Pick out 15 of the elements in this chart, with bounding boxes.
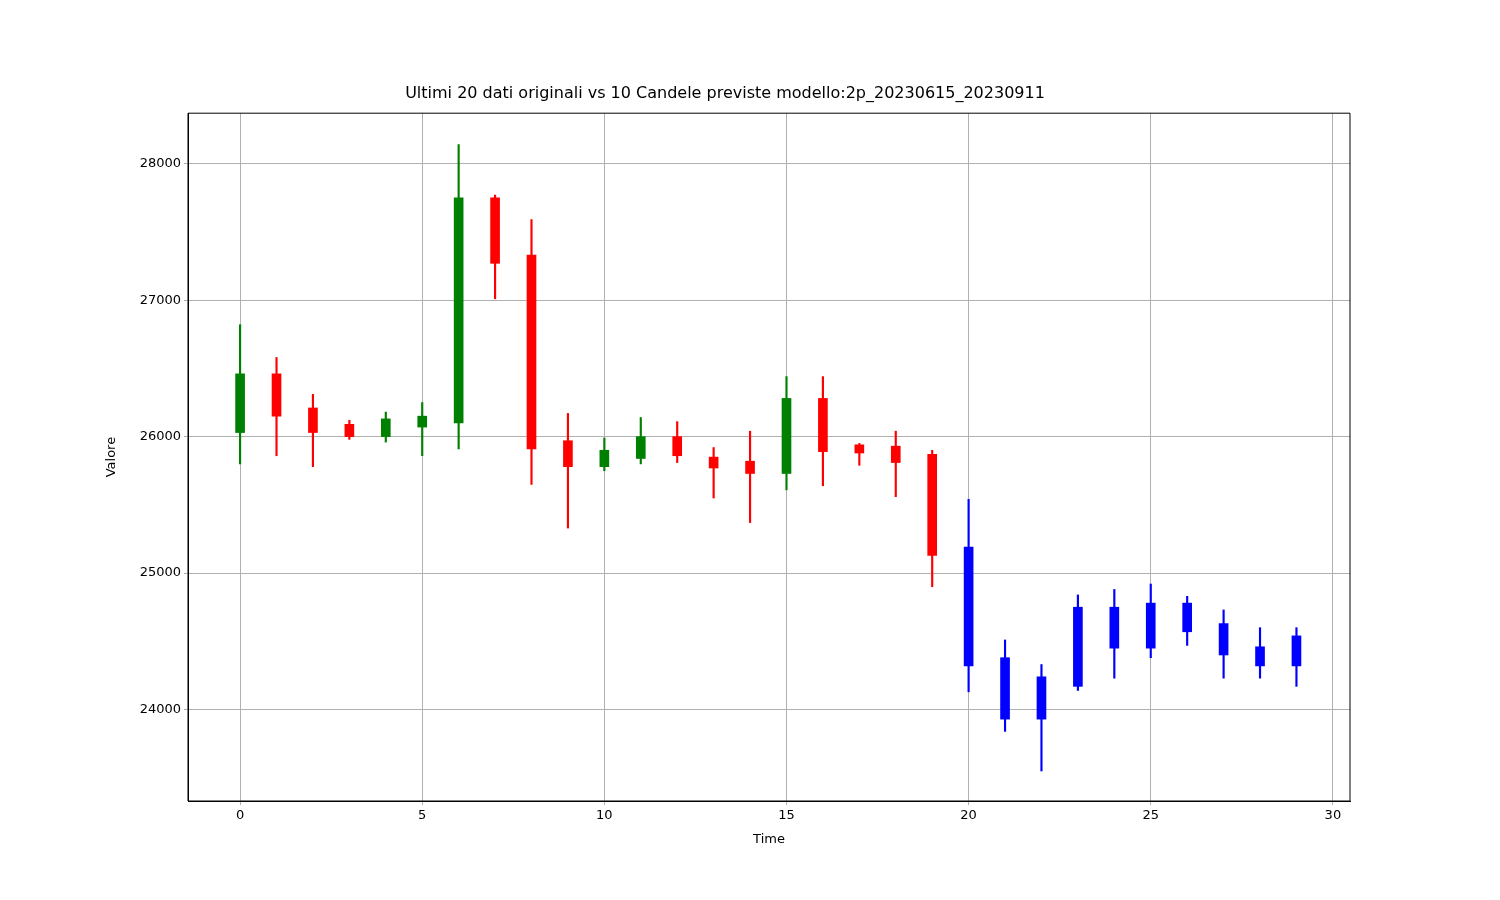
x-tick-label: 0 <box>235 807 245 823</box>
x-tick-label: 5 <box>418 807 427 823</box>
y-tick-label: 24000 <box>139 700 181 716</box>
x-axis-title: Time <box>752 830 785 846</box>
x-tick-label: 25 <box>1142 807 1160 823</box>
x-tick-label: 15 <box>778 807 795 823</box>
y-tick-label: 25000 <box>139 564 181 580</box>
x-tick-label: 20 <box>960 807 977 823</box>
y-tick-label: 26000 <box>139 428 181 443</box>
chart-title: Ultimi 20 dati originali vs 10 Candele previste modello:2p_20230615_20230911 <box>405 82 1045 103</box>
y-tick-label: 27000 <box>139 291 181 307</box>
y-axis-title: Valore <box>103 436 119 478</box>
x-tick-label: 10 <box>596 807 613 823</box>
x-tick-label: 30 <box>1324 807 1342 823</box>
y-tick-label: 28000 <box>139 155 181 171</box>
